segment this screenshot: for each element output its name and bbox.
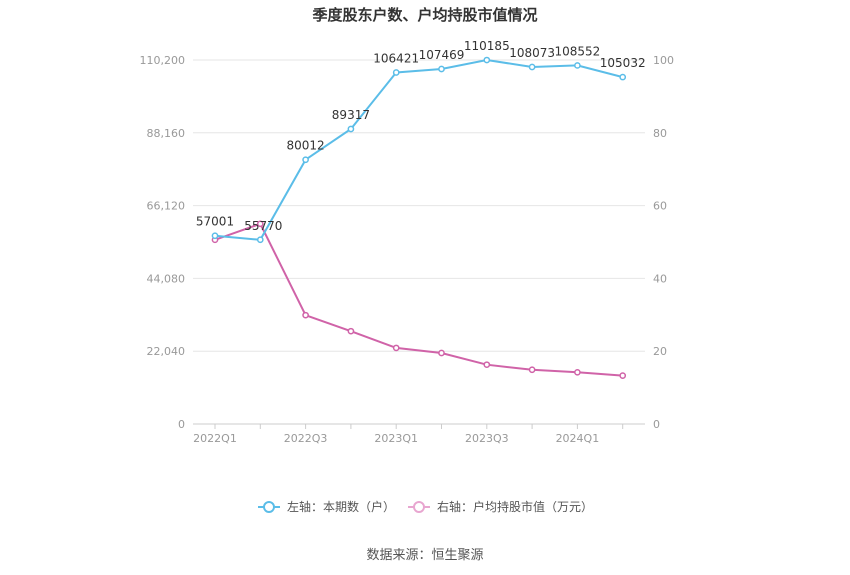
left-tick-label: 88,160: [147, 127, 186, 140]
avg-value-point: [483, 361, 491, 369]
households-point: [438, 65, 445, 73]
households-data-label: 106421: [373, 51, 419, 65]
households-point: [302, 156, 309, 164]
households-data-label: 105032: [600, 56, 646, 70]
x-tick-label: 2023Q1: [374, 432, 418, 445]
households-data-label: 89317: [332, 108, 370, 122]
left-axis: 0 22,040 44,080 66,120 88,160 110,200: [140, 54, 186, 431]
grid-lines: [193, 59, 645, 352]
avg-value-point: [392, 344, 400, 352]
avg-value-point: [619, 372, 627, 379]
households-data-label: 108073: [509, 46, 555, 60]
legend-avg-value-label: 右轴：户均持股市值（万元）: [437, 499, 593, 514]
legend-item-avg-value[interactable]: 右轴：户均持股市值（万元）: [408, 499, 593, 514]
x-tick-label: 2022Q3: [284, 432, 328, 445]
legend[interactable]: 左轴：本期数（户） 右轴：户均持股市值（万元）: [258, 499, 593, 514]
avg-value-line: [214, 222, 623, 377]
chart-title: 季度股东户数、户均持股市值情况: [312, 6, 537, 24]
right-tick-label: 100: [653, 54, 674, 67]
right-tick-label: 80: [653, 127, 667, 140]
households-data-label: 107469: [419, 48, 465, 62]
x-tick-label: 2023Q3: [465, 432, 509, 445]
right-axis: 0 20 40 60 80 100: [653, 54, 674, 431]
avg-value-point: [528, 366, 536, 374]
left-tick-label: 66,120: [147, 200, 186, 213]
legend-households-marker: [263, 501, 275, 513]
x-tick-label: 2024Q1: [556, 432, 600, 445]
households-point: [347, 125, 355, 133]
avg-value-point: [347, 327, 355, 335]
households-point: [528, 63, 536, 71]
series-layer: [211, 56, 627, 379]
legend-households-label: 左轴：本期数（户）: [287, 499, 395, 514]
households-point: [619, 73, 627, 81]
legend-avg-value-marker: [413, 501, 425, 513]
households-point: [392, 69, 400, 76]
households-point: [574, 62, 581, 69]
households-data-label: 108552: [554, 44, 600, 58]
avg-value-point: [256, 220, 264, 228]
avg-value-point: [574, 368, 581, 376]
households-point: [256, 236, 264, 244]
households-data-label: 57001: [196, 215, 234, 229]
left-tick-label: 22,040: [147, 345, 186, 358]
left-tick-label: 110,200: [140, 54, 186, 67]
avg-value-point: [302, 311, 309, 319]
x-axis: 2022Q1 2022Q3 2023Q1 2023Q3 2024Q1: [193, 423, 645, 445]
left-tick-label: 44,080: [147, 272, 186, 285]
households-data-label: 110185: [464, 39, 510, 53]
households-data-label: 80012: [287, 139, 325, 153]
source-note: 数据来源：恒生聚源: [366, 548, 483, 563]
households-point: [211, 232, 219, 240]
avg-value-point: [438, 349, 445, 357]
x-tick-label: 2022Q1: [193, 432, 237, 445]
right-tick-label: 40: [653, 272, 667, 285]
households-point: [483, 56, 491, 64]
legend-item-households[interactable]: 左轴：本期数（户）: [258, 499, 395, 514]
left-tick-label: 0: [178, 418, 185, 431]
households-line: [214, 58, 623, 241]
right-tick-label: 0: [653, 418, 660, 431]
right-tick-label: 60: [653, 200, 667, 213]
households-data-label: 55770: [244, 219, 282, 233]
right-tick-label: 20: [653, 345, 667, 358]
